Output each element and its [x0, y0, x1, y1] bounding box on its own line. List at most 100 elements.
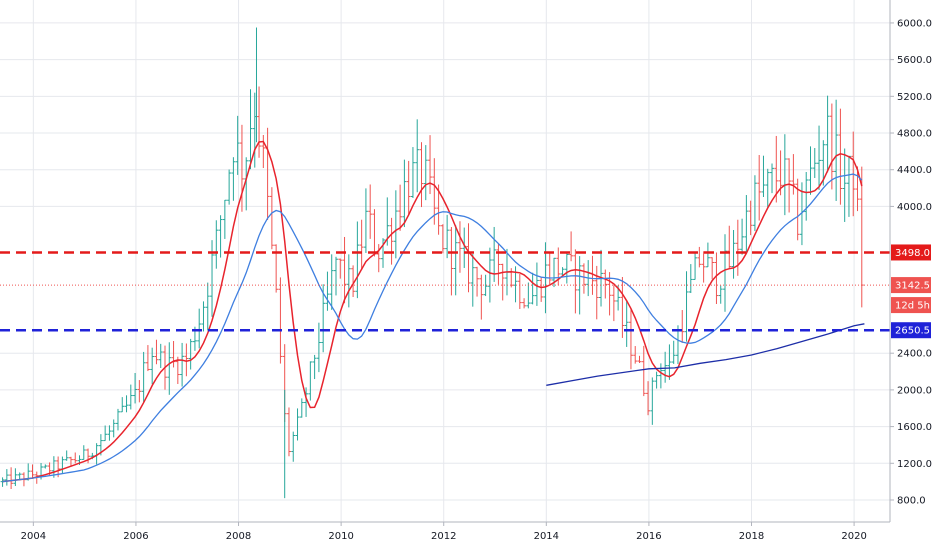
ohlc-bar — [145, 345, 150, 372]
ohlc-bar — [697, 246, 702, 268]
ohlc-bar — [325, 271, 330, 311]
ohlc-bar — [389, 217, 394, 265]
ohlc-bar — [299, 398, 304, 418]
y-tick-label: 2000.0 — [897, 385, 932, 396]
ohlc-bar — [838, 108, 843, 205]
ohlc-bar — [770, 163, 775, 194]
ohlc-bar — [269, 187, 274, 250]
ohlc-bar — [821, 140, 826, 186]
ohlc-bar — [611, 285, 616, 322]
x-tick-label: 2008 — [226, 531, 251, 542]
ohlc-bar — [68, 456, 73, 467]
price-badge-label: 3498.0 — [895, 248, 930, 259]
ohlc-bar — [436, 184, 441, 235]
ohlc-bar — [180, 342, 185, 387]
ohlc-bar — [359, 219, 364, 270]
y-tick-label: 5600.0 — [897, 55, 932, 66]
ohlc-bar — [718, 285, 723, 304]
ohlc-bar — [60, 456, 65, 475]
ohlc-bar — [735, 219, 740, 276]
ohlc-bar — [859, 166, 864, 308]
ohlc-bar — [351, 265, 356, 297]
ohlc-bar — [286, 407, 291, 457]
y-tick-label: 1200.0 — [897, 459, 932, 470]
ohlc-bar — [628, 308, 633, 370]
ohlc-bar — [744, 195, 749, 254]
ohlc-bar — [547, 251, 552, 287]
ohlc-bar — [492, 226, 497, 282]
ohlc-bar — [663, 351, 668, 383]
ohlc-bar — [757, 155, 762, 221]
y-tick-label: 4400.0 — [897, 165, 932, 176]
ohlc-bar — [81, 445, 86, 460]
ohlc-bar — [727, 225, 732, 269]
ohlc-bar — [658, 363, 663, 389]
ohlc-bar — [440, 224, 445, 254]
ohlc-bar — [825, 95, 830, 173]
ohlc-bar — [731, 230, 736, 279]
ohlc-bar — [722, 234, 727, 312]
ohlc-bar — [308, 361, 313, 401]
ohlc-bar — [376, 244, 381, 273]
ohlc-bar — [304, 387, 309, 417]
ohlc-bar — [650, 377, 655, 425]
ohlc-bar — [355, 221, 360, 299]
ohlc-bar — [26, 463, 31, 481]
ohlc-bar — [154, 339, 159, 365]
ohlc-bar — [30, 464, 35, 479]
ohlc-bar — [295, 408, 300, 441]
x-tick-label: 2006 — [123, 531, 148, 542]
ohlc-bar — [804, 171, 809, 221]
y-tick-label: 1600.0 — [897, 422, 932, 433]
ohlc-bar — [752, 175, 757, 231]
ohlc-bar — [526, 282, 531, 309]
ohlc-bar — [466, 223, 471, 293]
ohlc-bar — [637, 355, 642, 363]
ohlc-bar — [449, 227, 454, 296]
ohlc-bar — [487, 247, 492, 303]
ohlc-bar — [581, 263, 586, 294]
ohlc-bar — [791, 154, 796, 195]
ohlc-bar — [329, 254, 334, 310]
ohlc-bar — [761, 155, 766, 198]
ohlc-bar — [218, 215, 223, 258]
ohlc-bar — [17, 472, 22, 480]
ohlc-bar — [410, 147, 415, 199]
price-badge — [891, 277, 931, 294]
ohlc-bar — [479, 274, 484, 320]
moving-average-line-3 — [546, 323, 865, 386]
ohlc-bar — [86, 448, 91, 464]
ohlc-bar — [235, 115, 240, 175]
ohlc-bar — [312, 354, 317, 380]
ohlc-bar — [321, 284, 326, 353]
ohlc-bar — [500, 263, 505, 301]
ohlc-bar — [124, 395, 129, 413]
ohlc-bar — [184, 343, 189, 377]
ohlc-bar — [530, 272, 535, 305]
ohlc-bar — [846, 155, 851, 217]
y-tick-label: 4800.0 — [897, 129, 932, 140]
ohlc-bar — [214, 220, 219, 269]
ohlc-bar — [705, 242, 710, 268]
ohlc-bar — [368, 184, 373, 239]
ohlc-bar — [812, 148, 817, 179]
ohlc-bar — [569, 231, 574, 262]
ohlc-bar — [453, 225, 458, 296]
ohlc-bar — [633, 346, 638, 364]
ohlc-bar — [372, 209, 377, 257]
ohlc-bar — [158, 343, 163, 368]
ohlc-bar — [829, 103, 834, 190]
ohlc-bar — [363, 188, 368, 253]
ohlc-bar — [239, 124, 244, 212]
ohlc-bar — [787, 158, 792, 213]
y-tick-label: 5200.0 — [897, 92, 932, 103]
ohlc-bar — [316, 322, 321, 373]
ohlc-bar — [522, 298, 527, 309]
ohlc-bar — [393, 190, 398, 259]
y-tick-label: 4000.0 — [897, 202, 932, 213]
ohlc-bar — [278, 277, 283, 364]
ohlc-bar — [141, 351, 146, 403]
ohlc-bar — [624, 300, 629, 347]
ohlc-bar — [171, 340, 176, 368]
